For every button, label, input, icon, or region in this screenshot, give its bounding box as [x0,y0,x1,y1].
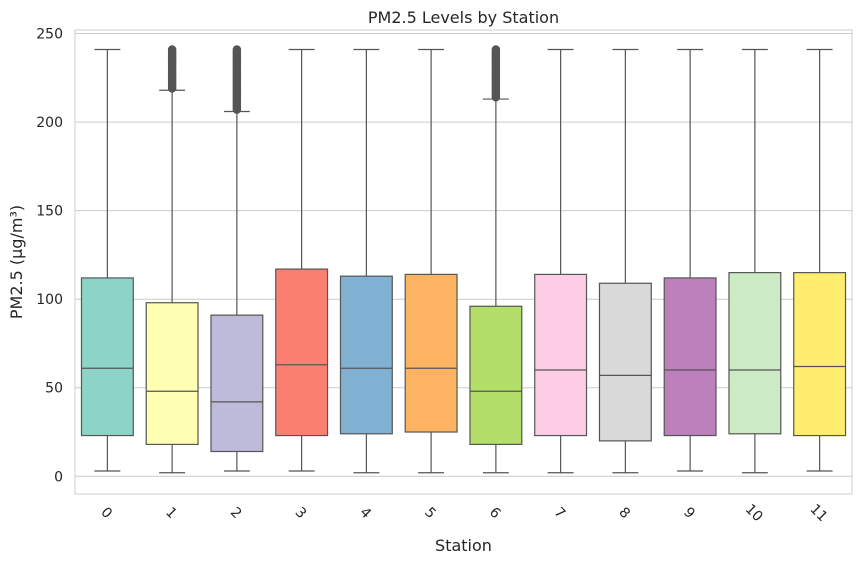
y-tick-label: 150 [36,204,63,220]
box-station-8 [598,48,652,474]
x-tick-label: 0 [97,504,115,522]
outliers [491,45,501,102]
x-tick-labels: 0 1 2 3 4 5 6 7 8 9 10 11 [97,501,830,525]
iqr-box [663,277,717,437]
y-tick-label: 200 [36,115,63,131]
iqr-box [145,302,199,446]
outlier-point [167,45,177,54]
box-station-6 [469,45,523,474]
box-station-0 [80,48,134,472]
y-tick-label: 0 [54,469,63,485]
box-station-3 [275,48,329,472]
x-tick-label: 9 [680,504,698,522]
box-station-7 [534,48,588,474]
iqr-box [275,268,329,437]
plot-area [74,29,853,495]
y-tick-label: 250 [36,27,63,43]
x-tick-label: 3 [292,504,310,522]
iqr-box [80,277,134,437]
box-station-9 [663,48,717,472]
box-station-5 [404,48,458,474]
boxes [80,45,847,474]
iqr-box [339,275,393,435]
iqr-box [534,273,588,437]
y-tick-label: 50 [45,381,63,397]
outlier-point [491,45,501,54]
box-station-4 [339,48,393,474]
iqr-box [210,314,264,453]
box-station-10 [728,48,782,474]
x-tick-label: 4 [356,504,374,522]
y-tick-label: 100 [36,292,63,308]
gridlines [75,33,852,477]
x-tick-label: 5 [421,504,439,522]
outliers [167,45,177,93]
x-tick-label: 11 [806,501,830,525]
box-station-2 [210,45,264,472]
iqr-box [404,273,458,433]
y-tick-labels: 0 50 100 150 200 250 [36,27,63,486]
chart-title: PM2.5 Levels by Station [368,8,559,27]
x-tick-label: 10 [742,501,766,525]
iqr-box [728,272,782,435]
x-tick-label: 1 [162,504,180,522]
x-axis-title: Station [435,536,492,555]
outliers [232,45,242,114]
outlier-point [232,45,242,54]
iqr-box [793,272,847,437]
box-station-11 [793,48,847,472]
x-tick-label: 6 [486,504,504,522]
y-axis-title: PM2.5 (μg/m³) [7,205,26,319]
iqr-box [598,282,652,442]
x-tick-label: 8 [615,504,633,522]
box-station-1 [145,45,199,474]
x-tick-label: 7 [551,504,569,522]
x-tick-label: 2 [227,504,245,522]
iqr-box [469,305,523,446]
